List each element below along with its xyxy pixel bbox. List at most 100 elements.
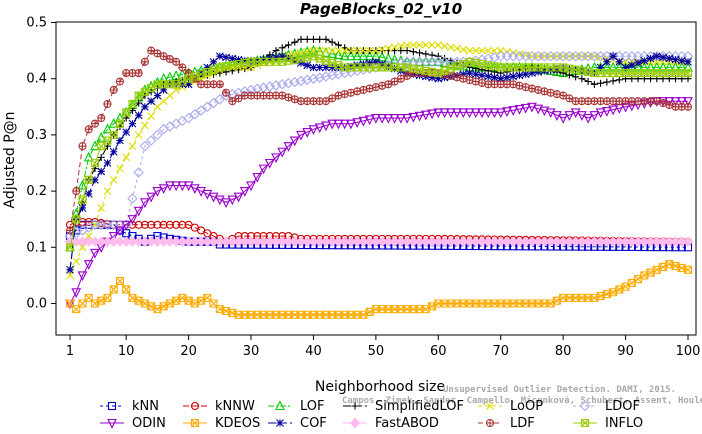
data-point [264, 81, 276, 92]
data-point [208, 192, 219, 203]
chart-title: PageBlocks_02_v10 [300, 0, 462, 18]
legend-item-knnw: kNNW [183, 399, 255, 414]
data-point [309, 63, 318, 72]
data-point [328, 46, 337, 55]
x-axis: 1 10 20 30 40 50 60 70 80 90 100 [66, 335, 700, 359]
x-tick-label: 90 [617, 344, 634, 359]
data-point [545, 108, 556, 119]
data-point [409, 41, 418, 49]
y-axis: 0.0 0.1 0.2 0.3 0.4 0.5 [26, 16, 56, 312]
data-point [253, 56, 262, 65]
data-point [103, 159, 112, 167]
data-point [177, 181, 188, 192]
legend-label: INFLO [605, 416, 643, 431]
data-point [414, 111, 425, 122]
data-point [339, 50, 350, 61]
data-point [409, 48, 417, 56]
data-point [408, 112, 419, 123]
data-point [109, 130, 118, 139]
data-point [97, 153, 105, 161]
data-point [314, 72, 325, 83]
data-point [383, 52, 394, 63]
y-tick-label: 0.3 [26, 128, 47, 143]
data-point [515, 71, 524, 80]
data-point [670, 61, 681, 72]
data-point [558, 113, 569, 124]
data-point [127, 215, 138, 225]
data-point [65, 243, 75, 252]
data-point [322, 63, 330, 72]
legend-swatch-marker [351, 402, 359, 410]
legend-label: LoOP [510, 399, 543, 414]
data-point [133, 167, 144, 178]
data-point [284, 54, 293, 63]
data-point [109, 285, 118, 294]
data-point [433, 108, 444, 119]
data-point [327, 48, 338, 59]
data-point [303, 35, 311, 43]
legend-label: LDOF [605, 399, 640, 414]
data-point [601, 106, 612, 117]
data-point [602, 57, 611, 66]
data-point [478, 71, 486, 80]
data-point [676, 97, 687, 107]
data-point [297, 35, 305, 43]
data-point [309, 35, 317, 43]
data-point [71, 288, 82, 298]
data-point [195, 105, 207, 116]
data-point [270, 80, 282, 91]
plot-frame [55, 21, 697, 336]
data-point [489, 108, 500, 119]
data-point [127, 193, 138, 204]
data-point [621, 57, 630, 66]
data-point [333, 49, 344, 60]
data-point [108, 117, 119, 128]
data-point [72, 187, 81, 196]
data-point [496, 74, 505, 83]
data-point [446, 43, 455, 52]
data-point [458, 108, 469, 119]
credit-line-2: Campos, Zimek, Sander, Campello, Micenko… [342, 395, 702, 406]
data-point [603, 78, 611, 86]
data-point [464, 108, 475, 119]
data-point [546, 65, 555, 74]
data-point [153, 220, 162, 229]
data-point [434, 41, 443, 49]
data-point [146, 192, 157, 203]
data-point [453, 44, 461, 53]
data-point [384, 62, 393, 71]
data-point [484, 80, 493, 89]
data-point [84, 190, 93, 198]
data-point [596, 63, 605, 72]
data-point [358, 116, 369, 127]
data-point [284, 41, 292, 49]
data-point [278, 44, 286, 52]
data-point [589, 111, 600, 121]
data-point [609, 52, 617, 61]
data-point [78, 142, 87, 151]
data-point [103, 187, 112, 195]
y-tick-label: 0.1 [26, 240, 47, 255]
data-point [84, 175, 93, 184]
data-point [96, 131, 107, 142]
data-point [584, 78, 592, 86]
data-point [72, 257, 81, 266]
data-point [471, 46, 480, 55]
data-point [489, 52, 500, 63]
data-point [108, 232, 119, 242]
data-point [339, 67, 350, 79]
data-point [508, 106, 519, 116]
series-kdeos [65, 260, 693, 319]
data-point [140, 220, 149, 229]
data-point [289, 76, 301, 88]
data-point [147, 220, 156, 229]
legend-item-inflo: INFLO [573, 416, 643, 431]
data-point [303, 61, 312, 70]
x-tick-label: 80 [555, 344, 572, 359]
data-point [141, 121, 149, 130]
data-point [271, 91, 281, 100]
data-point [103, 99, 112, 109]
legend-swatch-marker [349, 417, 361, 429]
data-point [403, 47, 411, 55]
